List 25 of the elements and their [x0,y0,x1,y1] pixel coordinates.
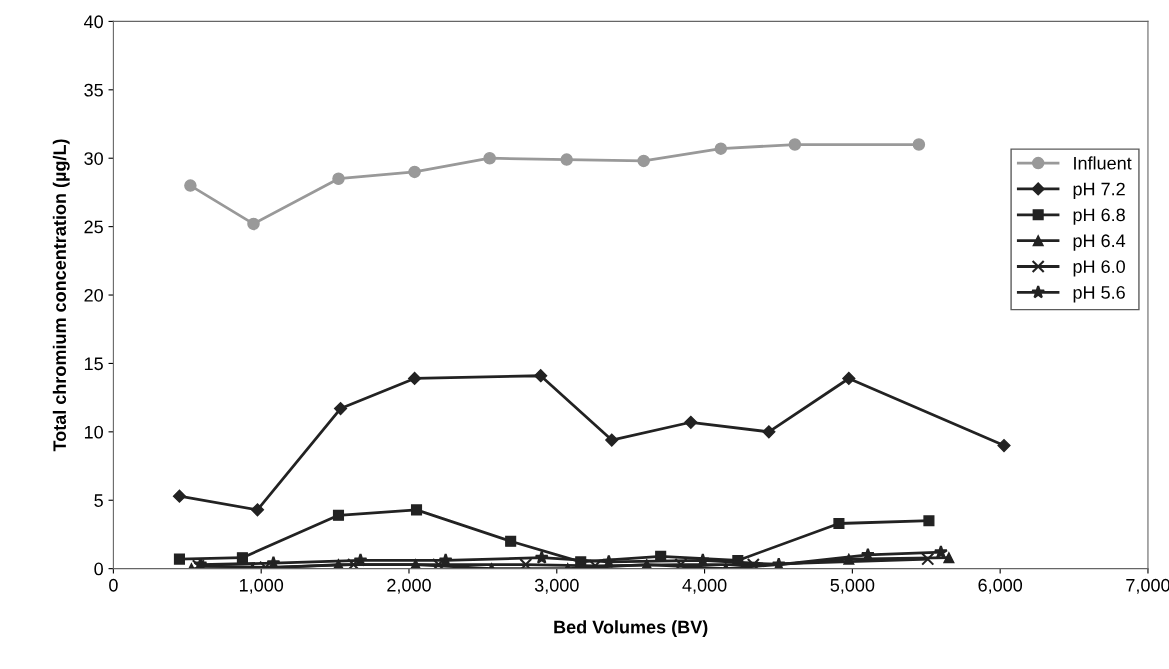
y-tick-label: 5 [94,494,103,507]
x-tick-label: 3,000 [534,578,579,594]
y-tick-label: 20 [84,288,103,302]
legend-label: pH 7.2 [1073,182,1125,199]
x-axis-title: Bed Volumes (BV) [554,620,708,638]
y-tick-label: 30 [84,152,103,165]
x-tick-label: 5,000 [830,578,875,594]
legend-label: Influent [1074,156,1132,170]
legend-label: pH 6.0 [1073,260,1125,277]
x-tick-label: 4,000 [682,578,727,594]
x-tick-label: 0 [109,578,118,592]
y-tick-label: 15 [84,357,103,371]
y-tick-label: 0 [94,562,103,576]
x-tick-label: 2,000 [387,578,431,594]
y-tick-label: 40 [84,15,103,29]
y-axis-title: Total chromium concentration (µg/L) [52,139,70,452]
x-tick-label: 7,000 [1126,578,1169,594]
x-tick-label: 1,000 [239,578,284,594]
legend-label: pH 5.6 [1073,286,1125,303]
x-tick-label: 6,000 [978,578,1023,594]
y-tick-label: 25 [84,220,103,234]
y-tick-label: 10 [84,425,103,439]
legend-label: pH 6.8 [1073,208,1125,225]
y-tick-label: 35 [84,83,103,97]
legend-label: pH 6.4 [1073,234,1126,251]
